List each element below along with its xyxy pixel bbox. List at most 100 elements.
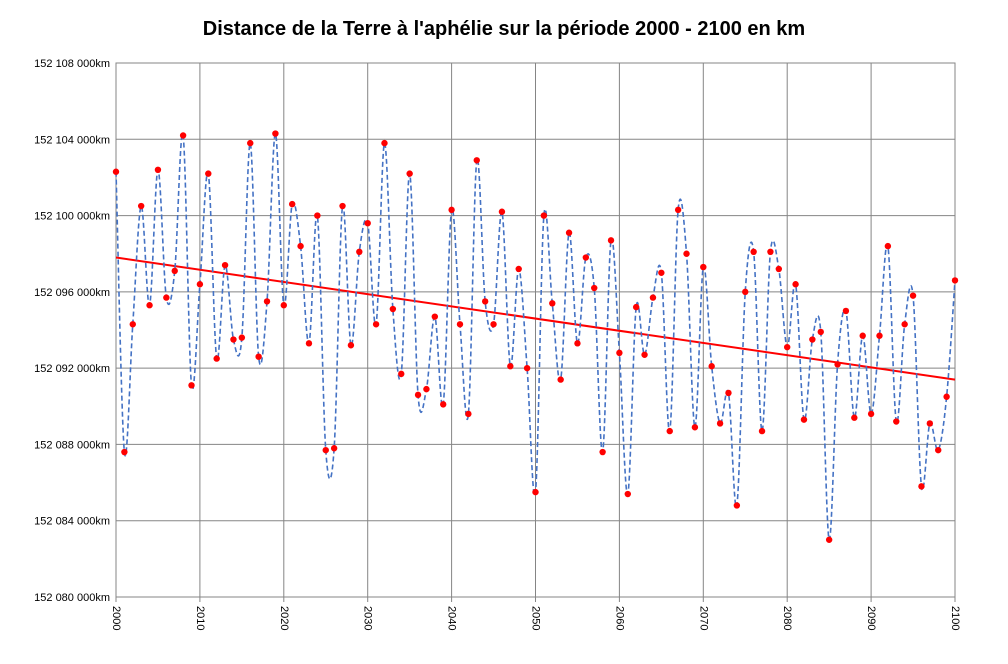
data-point (708, 363, 715, 370)
data-point (658, 269, 665, 276)
data-point (481, 298, 489, 305)
data-point (196, 281, 204, 288)
data-point (951, 277, 959, 284)
data-point (330, 445, 338, 452)
data-point (247, 139, 254, 147)
chart-title: Distance de la Terre à l'aphélie sur la … (202, 18, 806, 40)
data-point (431, 313, 439, 320)
data-point (490, 321, 497, 328)
data-point (305, 340, 313, 347)
data-point (935, 446, 942, 454)
data-point (817, 328, 824, 336)
y-tick-label: 152 096 000km (34, 287, 110, 299)
data-point (607, 237, 615, 244)
data-point (129, 321, 136, 328)
data-point (356, 248, 363, 256)
data-point (347, 342, 355, 349)
data-point (448, 206, 455, 214)
data-point (800, 416, 808, 423)
data-point (423, 385, 430, 393)
data-point (540, 212, 548, 219)
data-point (867, 410, 875, 418)
y-tick-label: 152 100 000km (34, 211, 110, 223)
x-tick-label: 2100 (949, 606, 961, 630)
y-tick-label: 152 108 000km (34, 58, 110, 70)
x-tick-label: 2030 (362, 606, 374, 630)
y-tick-label: 152 084 000km (34, 516, 110, 528)
data-point (398, 370, 405, 378)
data-point (372, 321, 380, 328)
x-tick-label: 2050 (530, 606, 542, 630)
data-point (515, 265, 522, 273)
data-point (918, 483, 925, 490)
data-point (893, 418, 900, 425)
y-tick-label: 152 092 000km (34, 363, 110, 375)
data-point (767, 248, 774, 256)
data-point (859, 332, 866, 339)
data-point (649, 294, 657, 301)
data-point (784, 343, 791, 351)
data-point (582, 254, 590, 261)
data-point (297, 242, 304, 250)
data-point (549, 300, 556, 307)
data-point (288, 200, 296, 208)
data-point (742, 288, 749, 296)
data-point (280, 302, 287, 309)
data-point (230, 336, 237, 343)
y-tick-label: 152 104 000km (34, 134, 110, 146)
x-tick-label: 2060 (613, 606, 625, 630)
data-point (322, 446, 329, 454)
axis-labels: 152 080 000km 152 084 000km 152 088 000km 1… (34, 58, 961, 630)
data-point (641, 351, 648, 358)
data-point (943, 393, 950, 400)
data-point (725, 389, 732, 397)
data-point (263, 298, 271, 305)
data-point (792, 281, 799, 288)
series-layer (112, 130, 959, 543)
data-point (171, 267, 178, 275)
data-point (440, 401, 447, 408)
data-point (591, 284, 598, 292)
data-point (599, 448, 606, 456)
data-point (389, 305, 397, 313)
data-point (163, 294, 170, 301)
data-point (507, 363, 514, 370)
data-point (557, 376, 564, 383)
data-point (691, 424, 699, 431)
x-tick-label: 2020 (278, 606, 290, 630)
data-point (733, 502, 741, 509)
data-point (926, 420, 934, 427)
data-point (716, 420, 724, 427)
data-point (775, 265, 783, 273)
data-point (700, 263, 707, 271)
data-point (121, 448, 128, 456)
y-tick-label: 152 088 000km (34, 439, 110, 451)
data-point (221, 261, 229, 269)
y-tick-label: 152 080 000km (34, 592, 110, 604)
data-point (666, 427, 673, 435)
data-point (674, 206, 682, 214)
data-point (414, 391, 422, 399)
data-point (851, 414, 858, 421)
data-point (574, 340, 581, 347)
data-point (381, 139, 388, 147)
data-point (809, 336, 816, 343)
data-point (876, 332, 883, 339)
data-point (523, 364, 531, 372)
plot-area-border (115, 62, 956, 598)
x-tick-label: 2080 (781, 606, 793, 630)
data-point (179, 132, 187, 139)
data-point (364, 220, 371, 227)
data-point (456, 321, 464, 328)
data-point (406, 170, 413, 177)
data-point (758, 427, 766, 435)
data-point (616, 349, 623, 357)
data-point (146, 302, 153, 309)
x-tick-label: 2070 (697, 606, 709, 630)
data-point (255, 353, 262, 360)
data-point (238, 334, 246, 341)
data-point (909, 292, 917, 299)
data-point (834, 361, 841, 368)
x-tick-label: 2010 (194, 606, 206, 630)
